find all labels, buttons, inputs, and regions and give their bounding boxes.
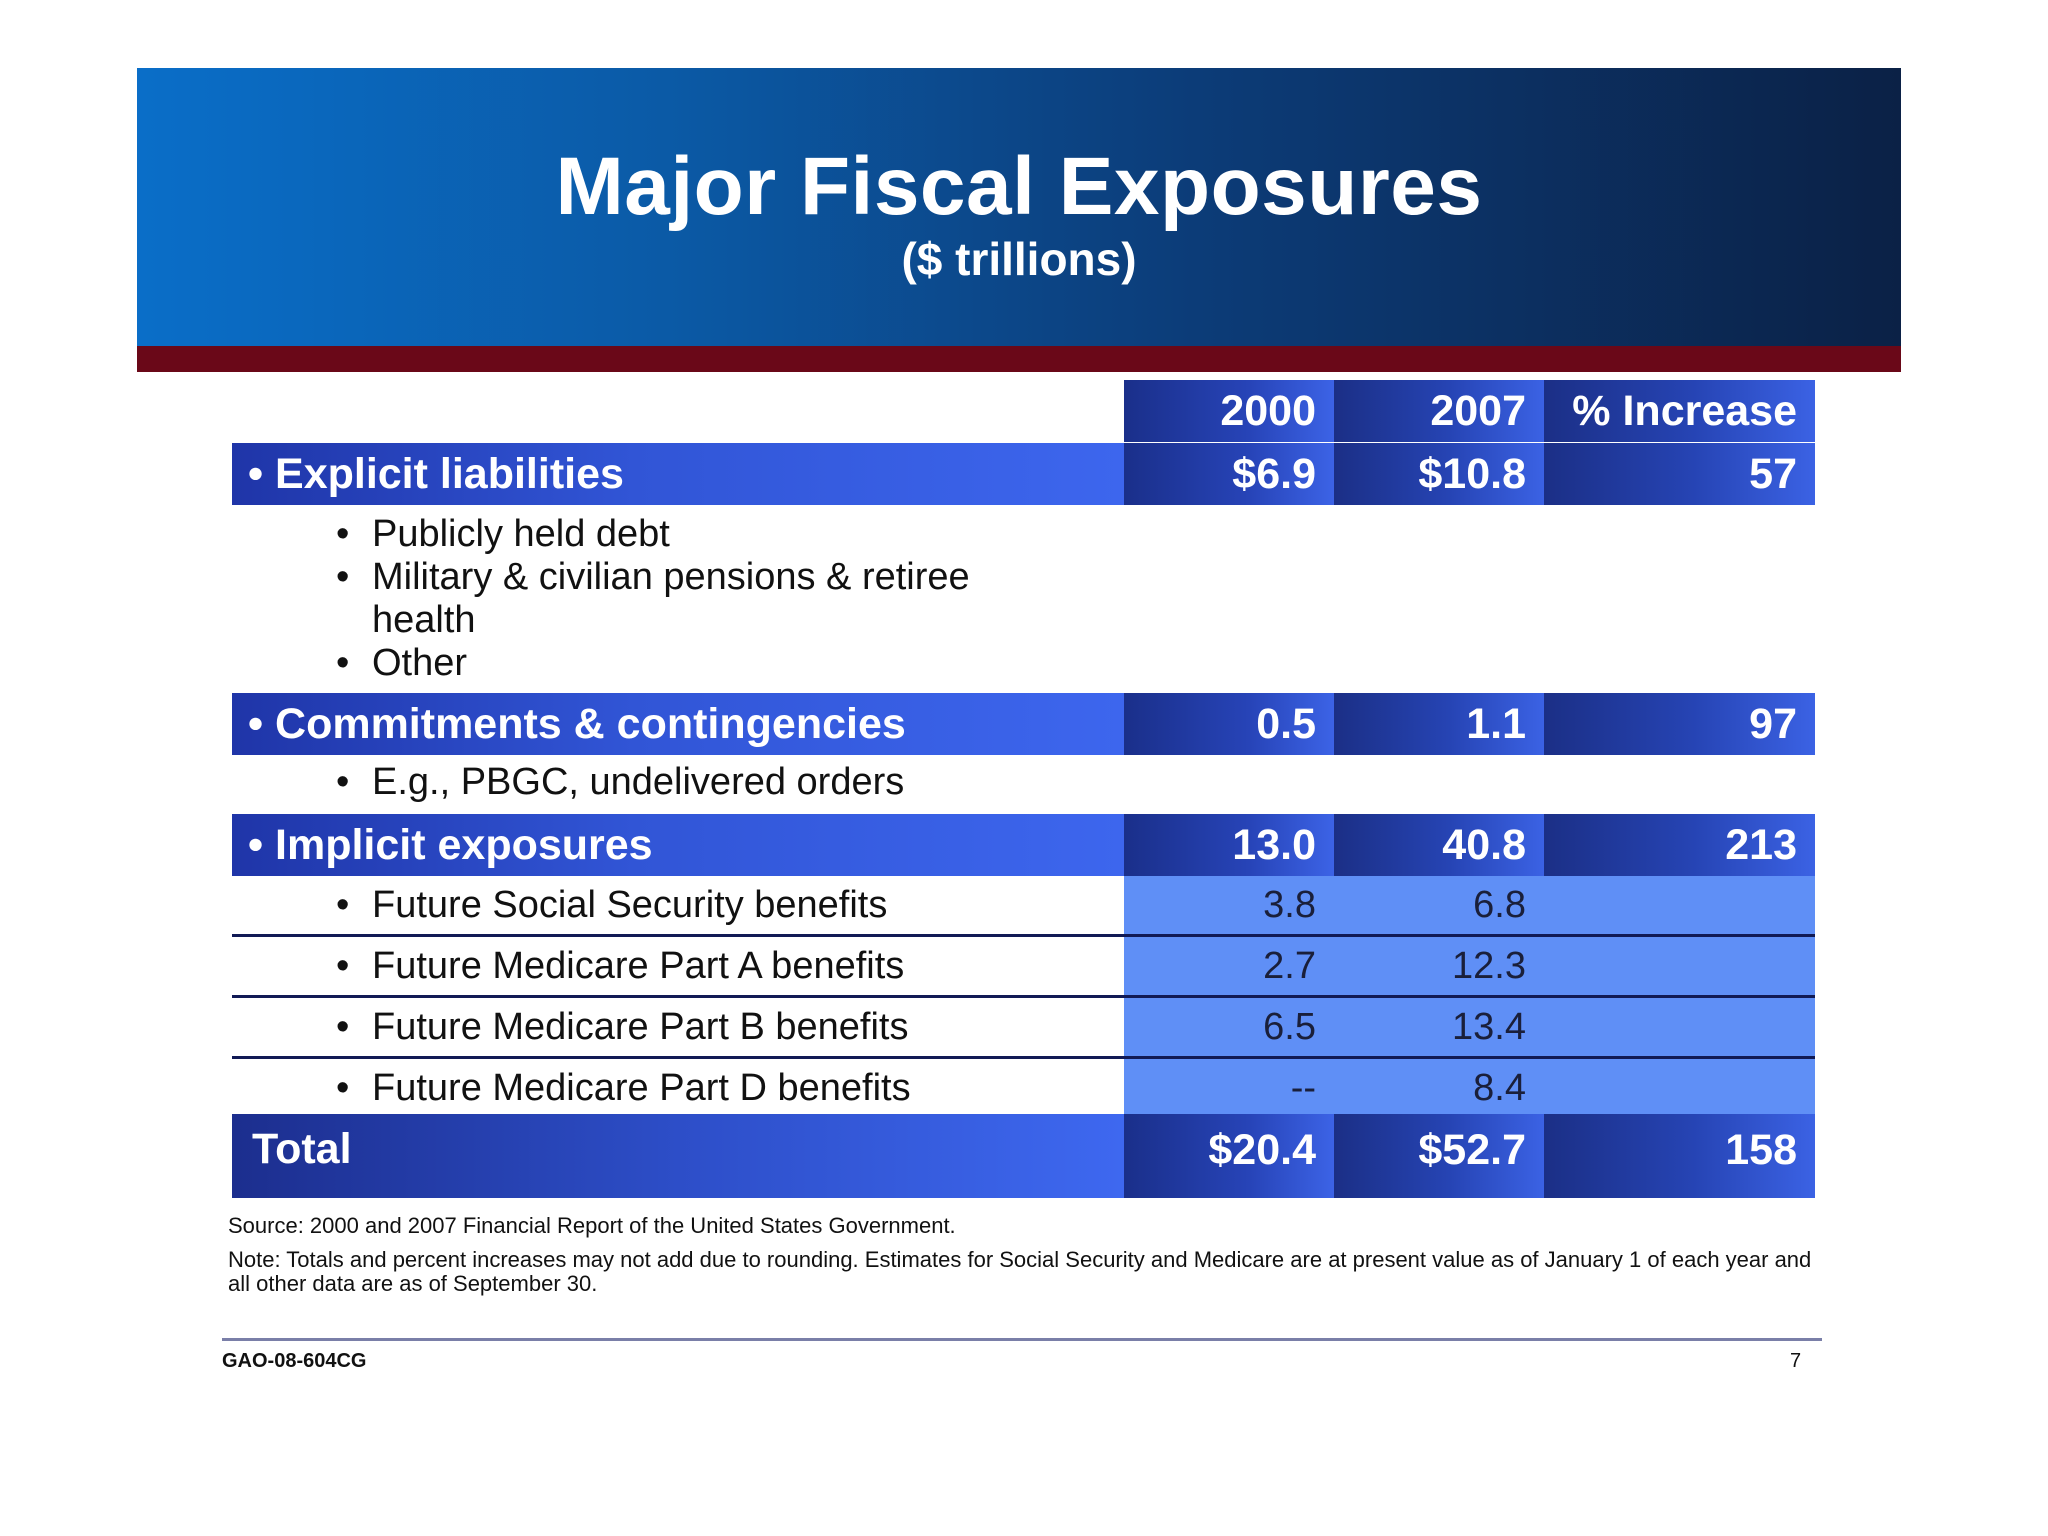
value-2007: 40.8: [1334, 814, 1544, 876]
column-header-2007: 2007: [1334, 380, 1544, 442]
row-divider: [232, 995, 1815, 998]
column-header-percent-increase: % Increase: [1544, 380, 1815, 442]
sub-item-pbgc: • E.g., PBGC, undelivered orders: [336, 761, 904, 804]
bullet-glyph: •: [336, 884, 350, 926]
category-label-text: Explicit liabilities: [275, 450, 624, 498]
sub-item-publicly-held-debt: • Publicly held debt: [336, 513, 670, 556]
row-label-text: Future Medicare Part B benefits: [372, 1006, 909, 1048]
sub-item-text: E.g., PBGC, undelivered orders: [372, 761, 905, 803]
table-row-medicare-part-b: • Future Medicare Part B benefits 6.5 13.…: [232, 998, 1815, 1056]
row-value-cells: 6.5 13.4: [1124, 998, 1815, 1056]
total-value-2000: $20.4: [1124, 1114, 1334, 1198]
total-row: Total $20.4 $52.7 158: [232, 1114, 1815, 1198]
category-row-implicit-exposures: • Implicit exposures 13.0 40.8 213: [232, 814, 1815, 876]
row-label-text: Future Social Security benefits: [372, 884, 888, 926]
row-divider: [232, 934, 1815, 937]
bullet-glyph: •: [336, 945, 350, 987]
bullet-glyph: •: [336, 513, 350, 555]
value-2007: 1.1: [1334, 693, 1544, 755]
value-2000: 2.7: [1263, 945, 1316, 987]
sub-item-text: Publicly held debt: [372, 513, 670, 555]
bullet-glyph: •: [336, 761, 350, 803]
page-number: 7: [1790, 1350, 1802, 1372]
bullet-glyph: •: [336, 1006, 350, 1048]
footnote: Note: Totals and percent increases may n…: [228, 1247, 1812, 1296]
row-value-cells: 2.7 12.3: [1124, 937, 1815, 995]
bullet-glyph: •: [336, 642, 350, 684]
sub-item-pensions: • Military & civilian pensions & retiree: [336, 556, 970, 599]
value-2000: 6.5: [1263, 1006, 1316, 1048]
table-row-social-security: • Future Social Security benefits 3.8 6.8: [232, 876, 1815, 934]
row-value-cells: 3.8 6.8: [1124, 876, 1815, 934]
bullet-glyph: •: [336, 556, 350, 598]
category-label-text: Implicit exposures: [275, 821, 653, 869]
row-label: • Future Medicare Part D benefits: [336, 1059, 911, 1117]
sub-item-other: • Other: [336, 642, 467, 685]
row-label: • Future Social Security benefits: [336, 876, 887, 934]
total-label: Total: [232, 1114, 1124, 1198]
value-2000: 0.5: [1124, 693, 1334, 755]
row-label: • Future Medicare Part B benefits: [336, 998, 908, 1056]
sub-item-text: Other: [372, 642, 468, 684]
footer-divider: [222, 1338, 1822, 1341]
value-2007: 12.3: [1452, 945, 1526, 987]
value-2000: 13.0: [1124, 814, 1334, 876]
table-row-medicare-part-a: • Future Medicare Part A benefits 2.7 12.…: [232, 937, 1815, 995]
column-header-2000: 2000: [1124, 380, 1334, 442]
page-subtitle: ($ trillions): [901, 233, 1137, 285]
category-label: • Commitments & contingencies: [232, 693, 1124, 755]
row-label: • Future Medicare Part A benefits: [336, 937, 904, 995]
bullet-glyph: •: [248, 700, 264, 748]
row-label-text: Future Medicare Part D benefits: [372, 1067, 911, 1109]
value-percent-increase: 213: [1544, 814, 1815, 876]
row-label-text: Future Medicare Part A benefits: [372, 945, 905, 987]
value-2000: $6.9: [1124, 443, 1334, 505]
value-percent-increase: 57: [1544, 443, 1815, 505]
value-2007: 8.4: [1473, 1067, 1526, 1109]
bullet-glyph: •: [248, 450, 264, 498]
category-label: • Implicit exposures: [232, 814, 1124, 876]
value-2007: 6.8: [1473, 884, 1526, 926]
value-2000: --: [1290, 1067, 1316, 1109]
sub-item-text: Military & civilian pensions & retiree: [372, 556, 970, 598]
row-divider: [232, 1056, 1815, 1059]
total-value-2007: $52.7: [1334, 1114, 1544, 1198]
total-value-percent-increase: 158: [1544, 1114, 1815, 1198]
category-label: • Explicit liabilities: [232, 443, 1124, 505]
value-percent-increase: 97: [1544, 693, 1815, 755]
source-note: Source: 2000 and 2007 Financial Report o…: [228, 1213, 956, 1238]
page-title: Major Fiscal Exposures: [555, 141, 1483, 232]
document-id: GAO-08-604CG: [222, 1350, 367, 1372]
table-row-medicare-part-d: • Future Medicare Part D benefits -- 8.4: [232, 1059, 1815, 1117]
bullet-glyph: •: [336, 1067, 350, 1109]
category-row-explicit-liabilities: • Explicit liabilities $6.9 $10.8 57: [232, 443, 1815, 505]
category-row-commitments-contingencies: • Commitments & contingencies 0.5 1.1 97: [232, 693, 1815, 755]
value-2007: $10.8: [1334, 443, 1544, 505]
value-2000: 3.8: [1263, 884, 1316, 926]
category-label-text: Commitments & contingencies: [275, 700, 906, 748]
bullet-glyph: •: [248, 821, 264, 869]
row-value-cells: -- 8.4: [1124, 1059, 1815, 1117]
title-banner: Major Fiscal Exposures ($ trillions): [137, 68, 1901, 346]
banner-accent-bar: [137, 346, 1901, 372]
sub-item-pensions-continued: health: [372, 599, 476, 641]
value-2007: 13.4: [1452, 1006, 1526, 1048]
